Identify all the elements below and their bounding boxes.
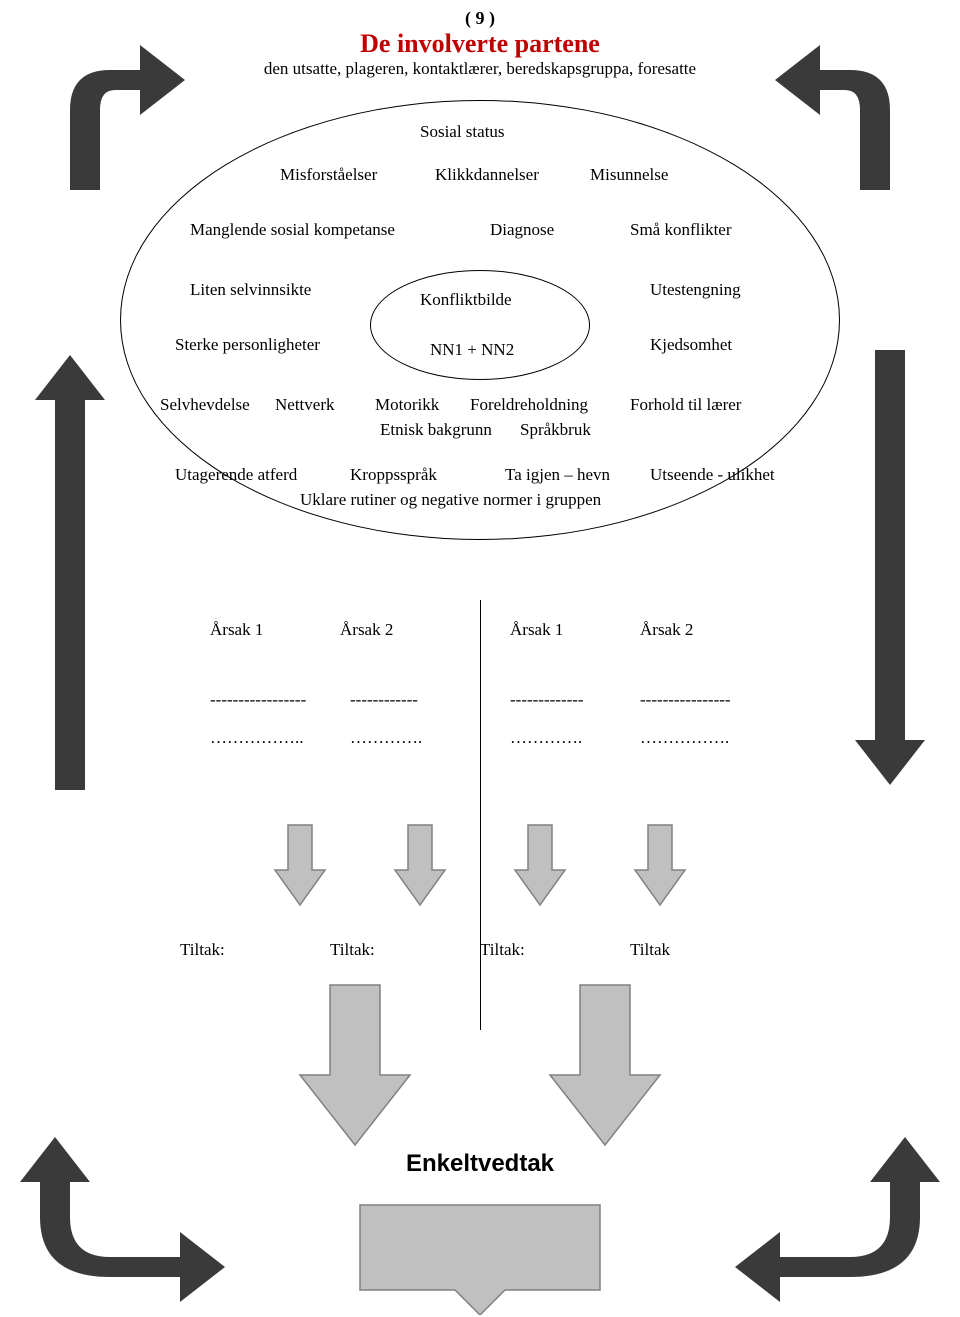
cause-dashes: ---------------- [630,690,760,710]
e-text: Utagerende atferd [175,465,297,485]
inner-ellipse [370,270,590,380]
e-text: Små konflikter [630,220,732,240]
e-text: Utseende - ulikhet [650,465,775,485]
e-text: Språkbruk [520,420,591,440]
e-text: Utestengning [650,280,741,300]
down-arrow-icon [390,820,450,910]
e-text: Misforståelser [280,165,377,185]
cause-dots: …………….. [200,728,340,748]
e-text: Liten selvinnsikte [190,280,311,300]
e-text: Foreldreholdning [470,395,588,415]
tiltak-row: Tiltak: Tiltak: Tiltak: Tiltak [0,940,960,960]
e-text: Selvhevdelse [160,395,250,415]
cause-dots: …………. [340,728,500,748]
e-text: Ta igjen – hevn [505,465,610,485]
cause-label: Årsak 1 [500,620,630,640]
down-arrow-icon [270,820,330,910]
e-text: Kroppsspråk [350,465,437,485]
e-text: Konfliktbilde [420,290,512,310]
down-arrow-icon [630,820,690,910]
tiltak-label: Tiltak: [180,940,330,960]
big-arrows-row [0,980,960,1150]
e-text: Manglende sosial kompetanse [190,220,395,240]
small-arrows-row [0,820,960,910]
e-text: Nettverk [275,395,334,415]
tiltak-label: Tiltak: [480,940,630,960]
e-text: Motorikk [375,395,439,415]
tiltak-label: Tiltak: [330,940,480,960]
cause-dashes: ------------- [500,690,630,710]
e-text: Uklare rutiner og negative normer i grup… [300,490,601,510]
down-arrow-icon [510,820,570,910]
causes-section: Årsak 1 Årsak 2 Årsak 1 Årsak 2 --------… [0,620,960,748]
bottom-callout-icon [355,1200,605,1315]
tiltak-label: Tiltak [630,940,780,960]
e-text: Klikkdannelser [435,165,539,185]
e-text: Sterke personligheter [175,335,320,355]
big-down-arrow-icon [545,980,665,1150]
cause-dashes: ------------ [340,690,500,710]
ellipse-diagram: Sosial status Misforståelser Klikkdannel… [120,100,840,540]
big-down-arrow-icon [295,980,415,1150]
e-text: Kjedsomhet [650,335,732,355]
e-text: Misunnelse [590,165,668,185]
e-text: Etnisk bakgrunn [380,420,492,440]
cause-dots: …………. [500,728,630,748]
cause-label: Årsak 2 [630,620,760,640]
enkeltvedtak-label: Enkeltvedtak [0,1150,960,1178]
cause-label: Årsak 1 [200,620,330,640]
cause-label: Årsak 2 [330,620,500,640]
e-text: Sosial status [420,122,505,142]
e-text: Diagnose [490,220,554,240]
cause-dots: ……………. [630,728,760,748]
e-text: Forhold til lærer [630,395,741,415]
cause-dashes: ----------------- [200,690,340,710]
e-text: NN1 + NN2 [430,340,514,360]
